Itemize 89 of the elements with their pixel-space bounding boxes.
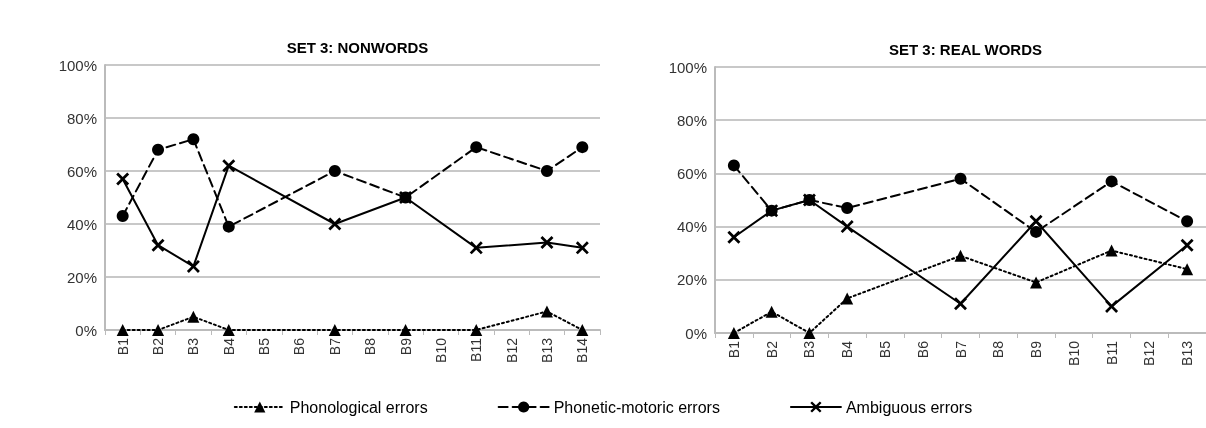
- x-tick-label: B13: [1179, 340, 1196, 366]
- x-tick-label: B12: [503, 337, 520, 363]
- point: [1180, 238, 1194, 252]
- x-tick-label: B2: [763, 340, 780, 359]
- point: [765, 305, 778, 318]
- point: [954, 297, 967, 311]
- y-tick-label: 80%: [66, 109, 97, 127]
- point: [1105, 244, 1118, 257]
- x-tick-label: B10: [1065, 340, 1082, 366]
- point: [151, 238, 165, 252]
- point: [116, 172, 130, 186]
- y-tick-label: 0%: [685, 324, 707, 342]
- x-tick-label: B9: [1028, 340, 1045, 359]
- y-tick-label: 0%: [75, 321, 97, 339]
- point: [1029, 214, 1043, 228]
- point: [727, 159, 740, 172]
- x-tick-label: B11: [468, 337, 485, 362]
- x-tick-label: B6: [291, 337, 308, 356]
- legend-label: Ambiguous errors: [845, 398, 973, 416]
- point: [727, 327, 740, 339]
- x-tick-label: B8: [362, 337, 379, 356]
- legend-label: Phonetic-motoric errors: [553, 398, 720, 416]
- x-tick-label: B3: [185, 337, 202, 356]
- x-tick-label: B3: [801, 340, 818, 359]
- x-tick-label: B4: [839, 340, 856, 359]
- point: [328, 217, 342, 231]
- point: [328, 165, 341, 177]
- y-tick-label: 40%: [676, 218, 707, 236]
- point: [116, 324, 129, 336]
- point: [1030, 225, 1043, 238]
- x-tick-label: B7: [952, 340, 969, 359]
- point: [841, 201, 854, 214]
- x-tick-label: B7: [326, 337, 343, 356]
- point: [1105, 299, 1119, 313]
- x-tick-label: B5: [256, 337, 273, 356]
- point: [116, 210, 129, 223]
- y-tick-label: 60%: [676, 164, 707, 182]
- point: [152, 143, 165, 156]
- point: [575, 241, 589, 255]
- y-tick-label: 20%: [66, 268, 97, 286]
- y-tick-label: 40%: [66, 215, 97, 233]
- point: [803, 327, 816, 339]
- point: [222, 220, 235, 233]
- point: [954, 249, 967, 262]
- point: [1105, 175, 1118, 188]
- point: [187, 310, 200, 323]
- x-tick-label: B11: [1103, 340, 1120, 365]
- point: [470, 141, 483, 154]
- x-tick-label: B12: [1141, 340, 1158, 366]
- x-tick-label: B14: [574, 337, 591, 363]
- point: [470, 324, 483, 336]
- y-tick-label: 80%: [676, 111, 707, 129]
- x-tick-label: B1: [725, 340, 742, 359]
- x-tick-label: B9: [397, 337, 414, 356]
- point: [222, 159, 236, 173]
- x-tick-label: B5: [876, 340, 893, 359]
- point: [540, 305, 553, 318]
- point: [954, 172, 967, 185]
- y-tick-label: 60%: [66, 162, 97, 180]
- point: [727, 230, 741, 244]
- x-tick-label: B8: [990, 340, 1007, 359]
- x-tick-label: B6: [914, 340, 931, 359]
- point: [328, 324, 341, 336]
- point: [540, 236, 554, 250]
- chart-title: SET 3: NONWORDS: [286, 39, 429, 56]
- point: [840, 220, 854, 234]
- y-tick-label: 20%: [676, 271, 707, 289]
- point: [1181, 215, 1194, 228]
- point: [1181, 263, 1194, 276]
- y-tick-label: 100%: [668, 58, 707, 76]
- x-tick-label: B1: [114, 337, 131, 356]
- point: [399, 324, 412, 336]
- x-tick-label: B2: [150, 337, 167, 356]
- legend-label: Phonological errors: [289, 398, 428, 416]
- point: [841, 292, 854, 305]
- point: [540, 165, 553, 177]
- chart-title: SET 3: REAL WORDS: [888, 41, 1043, 58]
- x-tick-label: B10: [432, 337, 449, 363]
- point: [187, 133, 200, 146]
- x-tick-label: B4: [220, 337, 237, 356]
- point: [1030, 276, 1043, 289]
- point: [576, 141, 589, 154]
- point: [186, 259, 200, 273]
- y-tick-label: 100%: [58, 56, 97, 74]
- point: [152, 324, 165, 336]
- point: [222, 324, 235, 336]
- x-tick-label: B13: [538, 337, 555, 363]
- point: [576, 324, 589, 336]
- point: [469, 241, 483, 255]
